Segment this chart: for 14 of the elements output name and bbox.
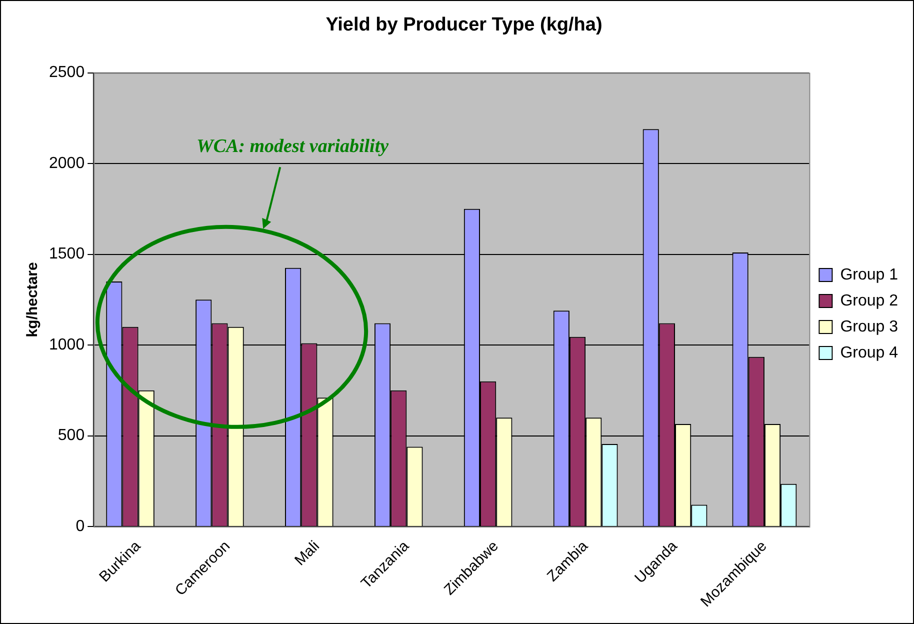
y-axis-title: kg/hectare <box>24 262 42 338</box>
y-tick-label: 1500 <box>49 246 85 263</box>
legend-label: Group 2 <box>840 292 898 310</box>
chart-title: Yield by Producer Type (kg/ha) <box>326 14 602 36</box>
y-tick-label: 2500 <box>49 64 85 82</box>
y-tick-label: 0 <box>76 518 85 535</box>
y-tick-label: 500 <box>58 427 85 444</box>
legend-label: Group 3 <box>840 318 898 336</box>
annotation: WCA: modest variability <box>196 136 390 158</box>
x-tick-label: Mali <box>291 538 323 570</box>
legend-label: Group 4 <box>840 344 898 362</box>
legend-label: Group 1 <box>840 266 898 284</box>
y-tick-label: 1000 <box>49 336 85 354</box>
y-tick-label: 2000 <box>49 154 85 172</box>
